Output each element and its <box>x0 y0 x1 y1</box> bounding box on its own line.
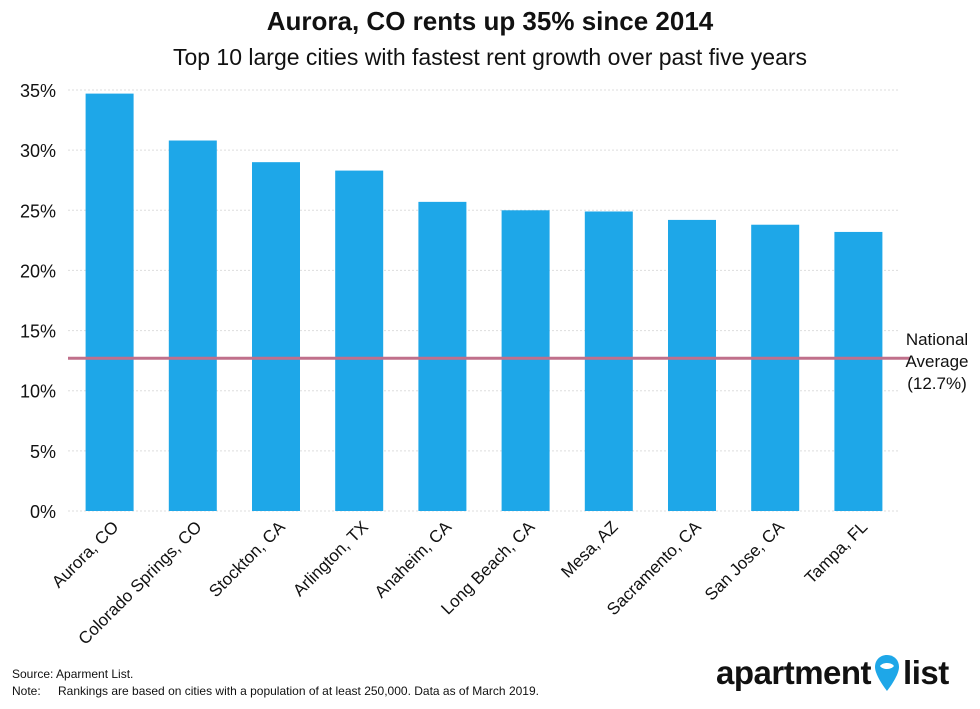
x-tick-label: Anaheim, CA <box>371 517 456 602</box>
apartment-list-logo: apartment list <box>716 650 949 696</box>
y-tick-label: 20% <box>20 261 56 281</box>
chart-subtitle: Top 10 large cities with fastest rent gr… <box>172 44 808 70</box>
bar <box>584 211 633 511</box>
x-tick-label: Stockton, CA <box>205 517 289 601</box>
x-tick-label: Mesa, AZ <box>557 517 621 581</box>
logo-word-list: list <box>903 654 949 691</box>
national-average-line: National Average (12.7%) <box>68 330 969 393</box>
source-note: Source: Aparment List. <box>12 667 134 681</box>
bars <box>85 93 883 512</box>
x-tick-label: Tampa, FL <box>801 517 871 587</box>
bar <box>418 201 467 511</box>
bar <box>751 224 800 511</box>
bar <box>335 170 384 511</box>
y-tick-label: 15% <box>20 322 56 342</box>
note-label: Note: <box>12 684 41 698</box>
logo-word-apartment: apartment <box>716 654 872 691</box>
note-text: Rankings are based on cities with a popu… <box>58 684 539 698</box>
reference-line-label: (12.7%) <box>907 374 967 393</box>
reference-line-label: Average <box>905 352 968 371</box>
x-tick-label: Aurora, CO <box>48 517 122 591</box>
y-axis-ticks: 0% 5% 10% 15% 20% 25% 30% 35% <box>20 81 56 522</box>
map-pin-icon <box>875 655 900 691</box>
bar <box>501 210 550 512</box>
y-tick-label: 35% <box>20 81 56 101</box>
y-tick-label: 30% <box>20 141 56 161</box>
chart-title: Aurora, CO rents up 35% since 2014 <box>266 6 714 36</box>
bar <box>834 231 883 512</box>
y-tick-label: 0% <box>30 502 56 522</box>
x-tick-label: Arlington, TX <box>289 517 372 600</box>
y-tick-label: 25% <box>20 201 56 221</box>
reference-line-label: National <box>906 330 968 349</box>
bar-chart: 0% 5% 10% 15% 20% 25% 30% 35% National Average (1… <box>20 81 969 648</box>
bar <box>85 93 134 511</box>
bar <box>168 140 217 511</box>
x-tick-label: San Jose, CA <box>701 517 788 604</box>
footnote: Note: Rankings are based on cities with a… <box>12 684 539 698</box>
y-tick-label: 5% <box>30 442 56 462</box>
bar <box>668 219 716 511</box>
y-tick-label: 10% <box>20 382 56 402</box>
bar <box>252 162 300 511</box>
